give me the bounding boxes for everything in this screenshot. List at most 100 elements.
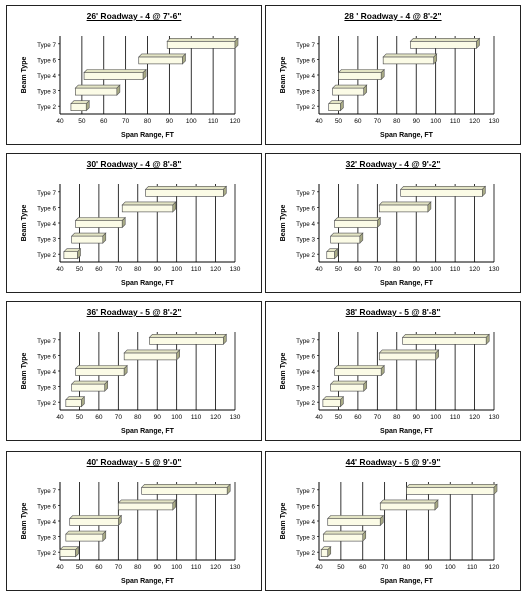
bar-top-face <box>83 69 147 73</box>
bar-top-face <box>379 499 439 504</box>
x-tick-label: 80 <box>134 414 142 421</box>
x-tick-label: 130 <box>230 414 241 421</box>
bar-side-face <box>340 395 344 408</box>
range-bar <box>71 383 106 392</box>
x-tick-label: 60 <box>354 118 362 125</box>
bar-side-face <box>234 37 239 50</box>
bar-side-face <box>363 380 368 392</box>
y-category-label: Type 4 <box>296 369 315 376</box>
x-tick-label: 120 <box>469 414 480 421</box>
range-bar <box>400 188 483 197</box>
y-category-label: Type 7 <box>37 42 56 49</box>
bar-top-face <box>123 349 181 354</box>
y-axis-title: Beam Type <box>280 204 287 241</box>
range-bar <box>330 235 361 244</box>
range-bar <box>59 549 76 557</box>
x-tick-label: 50 <box>76 266 84 273</box>
x-tick-label: 40 <box>56 564 64 571</box>
bar-side-face <box>433 53 438 65</box>
x-tick-label: 120 <box>469 118 480 125</box>
x-tick-label: 110 <box>467 564 478 571</box>
bar-chart: 40 50 60 70 80 90 100 110 120 Type 2 Type 3 Type 4 T… <box>21 36 241 139</box>
range-bar <box>334 368 382 376</box>
x-tick-label: 40 <box>315 118 323 125</box>
range-bar <box>141 486 228 495</box>
y-axis-title: Beam Type <box>280 502 287 539</box>
y-category-label: Type 3 <box>37 535 56 542</box>
x-tick-label: 80 <box>403 564 411 571</box>
bar-top-face <box>329 380 368 385</box>
bar-side-face <box>116 84 121 96</box>
bar-side-face <box>142 68 147 81</box>
chart-panel: 44' Roadway - 5 @ 9'-9" 40 50 60 70 80 90 100 1… <box>265 451 521 591</box>
chart-panel: 28 ' Roadway - 4 @ 8'-2" 40 50 60 70 80 90 100… <box>265 5 521 145</box>
x-tick-label: 60 <box>359 564 367 571</box>
x-tick-label: 90 <box>413 414 421 421</box>
x-axis-title: Span Range, FT <box>380 578 434 585</box>
bar-side-face <box>380 364 385 377</box>
bar-top-face <box>331 84 368 89</box>
x-axis-title: Span Range, FT <box>121 280 175 287</box>
range-bar <box>145 188 224 197</box>
range-bar <box>123 352 177 361</box>
y-category-label: Type 6 <box>37 503 56 510</box>
y-category-label: Type 3 <box>296 89 315 96</box>
chart-panel: 40' Roadway - 5 @ 9'-0" 40 50 60 70 80 90 100 1… <box>6 451 262 591</box>
y-category-label: Type 7 <box>296 338 315 345</box>
y-category-label: Type 3 <box>296 237 315 244</box>
y-category-label: Type 3 <box>37 385 56 392</box>
x-tick-label: 100 <box>430 118 441 125</box>
bar-chart: 40 50 60 70 80 90 100 110 120 130 Type 2 Type 3 Type… <box>280 332 500 435</box>
x-tick-label: 70 <box>115 266 123 273</box>
bar-top-face <box>166 37 239 42</box>
x-tick-label: 50 <box>78 118 86 125</box>
range-bar <box>83 72 144 80</box>
y-category-label: Type 2 <box>296 400 315 407</box>
x-tick-label: 40 <box>315 266 323 273</box>
x-tick-label: 110 <box>191 266 202 273</box>
bar-side-face <box>380 68 385 81</box>
bar-side-face <box>121 216 126 229</box>
range-bar <box>382 56 435 65</box>
x-tick-label: 40 <box>56 414 64 421</box>
x-tick-label: 130 <box>489 266 500 273</box>
range-bar <box>410 40 477 49</box>
range-bar <box>69 518 119 526</box>
y-category-label: Type 7 <box>296 488 315 495</box>
bar-chart: 40 50 60 70 80 90 100 110 120 130 Type 2 Type 3 Type… <box>280 184 500 287</box>
bar-side-face <box>427 201 432 213</box>
x-tick-label: 60 <box>95 414 103 421</box>
bar-side-face <box>182 53 186 65</box>
bar-side-face <box>226 483 231 496</box>
x-tick-label: 130 <box>489 414 500 421</box>
x-tick-label: 50 <box>335 118 343 125</box>
y-category-label: Type 2 <box>296 104 315 111</box>
y-axis-title: Beam Type <box>280 352 287 389</box>
bar-top-face <box>74 84 121 89</box>
bar-side-face <box>485 333 490 346</box>
range-bar <box>63 251 78 259</box>
range-bar <box>322 399 341 407</box>
bar-top-face <box>140 483 231 488</box>
bar-side-face <box>493 483 498 496</box>
range-bar <box>75 220 123 228</box>
range-bar <box>330 383 365 392</box>
y-axis-title: Beam Type <box>21 502 28 539</box>
bar-top-face <box>378 201 432 206</box>
bar-side-face <box>123 364 128 377</box>
chart-panel: 26' Roadway - 4 @ 7'-6" 40 50 60 70 80 90 100 1… <box>6 5 262 145</box>
bar-side-face <box>75 545 79 558</box>
x-tick-label: 120 <box>210 266 221 273</box>
bar-top-face <box>382 53 438 58</box>
y-category-label: Type 7 <box>296 42 315 49</box>
x-tick-label: 100 <box>445 564 456 571</box>
y-category-label: Type 3 <box>37 237 56 244</box>
x-tick-label: 90 <box>166 118 174 125</box>
bar-side-face <box>359 232 364 244</box>
range-bar <box>70 103 87 111</box>
x-tick-label: 80 <box>393 414 401 421</box>
y-category-label: Type 6 <box>296 57 315 64</box>
x-tick-label: 110 <box>208 118 219 125</box>
range-bar <box>406 486 495 495</box>
x-tick-label: 80 <box>393 266 401 273</box>
